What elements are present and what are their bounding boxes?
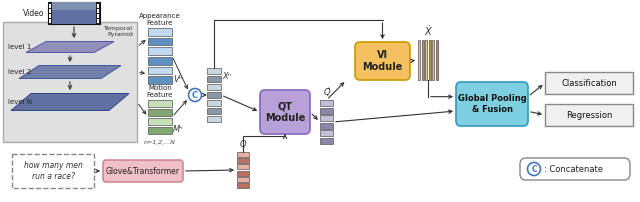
Bar: [207, 76, 221, 82]
Bar: [97, 9, 99, 13]
Bar: [48, 2, 100, 24]
Bar: [320, 138, 333, 144]
Bar: [148, 57, 172, 65]
Bar: [3, 22, 137, 142]
Text: QT
Module: QT Module: [265, 101, 305, 123]
Polygon shape: [26, 41, 114, 53]
Text: level 1: level 1: [8, 44, 31, 50]
Bar: [237, 152, 249, 157]
Bar: [52, 10, 96, 24]
Bar: [433, 40, 435, 80]
Text: level 2: level 2: [8, 69, 31, 75]
Bar: [207, 84, 221, 90]
Text: Vⁿ: Vⁿ: [173, 76, 182, 84]
Bar: [49, 14, 51, 18]
Bar: [148, 67, 172, 74]
Bar: [425, 40, 428, 80]
Bar: [207, 100, 221, 106]
Bar: [52, 2, 96, 24]
Text: how many men
run a race?: how many men run a race?: [24, 161, 83, 181]
Bar: [237, 158, 249, 163]
Bar: [545, 104, 633, 126]
Text: VI
Module: VI Module: [362, 50, 403, 72]
Bar: [422, 40, 424, 80]
Text: level N: level N: [8, 99, 32, 105]
Polygon shape: [19, 65, 121, 79]
Bar: [148, 76, 172, 84]
Bar: [436, 40, 438, 80]
FancyBboxPatch shape: [456, 82, 528, 126]
Text: Mⁿ: Mⁿ: [173, 125, 184, 135]
Bar: [320, 115, 333, 121]
Bar: [49, 9, 51, 13]
FancyBboxPatch shape: [520, 158, 630, 180]
Text: Glove&Transformer: Glove&Transformer: [106, 166, 180, 176]
Bar: [545, 72, 633, 94]
Bar: [237, 183, 249, 188]
Bar: [97, 14, 99, 18]
Text: Video: Video: [22, 8, 44, 18]
Text: C: C: [192, 90, 198, 100]
Text: Ẋ: Ẋ: [425, 27, 431, 37]
Circle shape: [189, 88, 202, 101]
Bar: [97, 19, 99, 22]
Bar: [320, 130, 333, 136]
Bar: [320, 108, 333, 114]
Text: Q̂: Q̂: [323, 88, 330, 97]
Text: : Concatenate: : Concatenate: [544, 164, 603, 174]
Text: Regression: Regression: [566, 110, 612, 120]
Bar: [49, 4, 51, 7]
Bar: [207, 116, 221, 122]
Text: Q: Q: [240, 140, 246, 149]
Bar: [12, 154, 94, 188]
Bar: [148, 47, 172, 55]
Bar: [49, 19, 51, 22]
FancyBboxPatch shape: [103, 160, 183, 182]
Text: n=1,2,...N: n=1,2,...N: [144, 140, 176, 145]
Bar: [237, 164, 249, 169]
Bar: [148, 118, 172, 125]
Bar: [97, 4, 99, 7]
Bar: [320, 123, 333, 129]
Text: Appearance
Feature: Appearance Feature: [139, 13, 181, 26]
Bar: [207, 92, 221, 98]
Bar: [148, 28, 172, 36]
Bar: [237, 177, 249, 182]
Bar: [320, 100, 333, 106]
Bar: [148, 38, 172, 45]
Bar: [148, 127, 172, 134]
Text: Xⁿ: Xⁿ: [222, 72, 231, 81]
Text: Temporal
Pyramid: Temporal Pyramid: [104, 26, 133, 37]
Bar: [148, 100, 172, 107]
Text: C: C: [531, 164, 537, 174]
Bar: [418, 40, 420, 80]
Circle shape: [527, 162, 541, 176]
FancyBboxPatch shape: [355, 42, 410, 80]
Bar: [237, 171, 249, 176]
Polygon shape: [11, 94, 129, 110]
Bar: [429, 40, 431, 80]
Text: Classification: Classification: [561, 79, 617, 87]
Text: Global Pooling
& Fusion: Global Pooling & Fusion: [458, 94, 526, 114]
Bar: [148, 109, 172, 116]
FancyBboxPatch shape: [260, 90, 310, 134]
Bar: [207, 68, 221, 74]
Bar: [207, 108, 221, 114]
Text: Motion
Feature: Motion Feature: [147, 85, 173, 98]
